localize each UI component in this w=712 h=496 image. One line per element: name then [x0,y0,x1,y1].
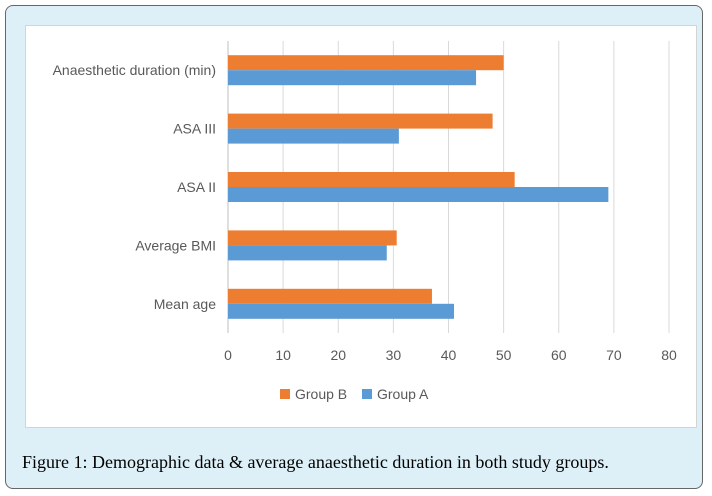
category-label-average-bmi: Average BMI [135,237,216,253]
bar-group-b-anaesthetic-duration-min [228,55,504,71]
bar-group-a-mean-age [228,303,455,319]
legend-swatch-group-a [362,389,372,399]
bar-group-a-anaesthetic-duration-min [228,70,477,86]
x-tick-label-20: 20 [330,347,346,363]
bar-group-a-average-bmi [228,245,387,261]
category-label-asa-iii: ASA III [173,121,216,137]
legend-label-group-a: Group A [377,386,429,402]
legend-label-group-b: Group B [295,386,347,402]
x-tick-label-0: 0 [224,347,232,363]
figure-caption: Figure 1: Demographic data & average ana… [22,452,609,472]
bar-group-a-asa-iii [228,128,399,144]
category-label-mean-age: Mean age [154,296,216,312]
bar-group-b-asa-ii [228,172,515,187]
chart-panel [25,25,697,428]
category-label-anaesthetic-duration-min: Anaesthetic duration (min) [53,62,216,78]
x-tick-label-10: 10 [275,347,291,363]
legend-swatch-group-b [280,389,290,399]
bar-group-b-mean-age [228,288,432,304]
x-tick-label-50: 50 [496,347,512,363]
x-tick-label-70: 70 [606,347,622,363]
category-label-asa-ii: ASA II [177,179,216,195]
x-tick-label-60: 60 [551,347,567,363]
figure-frame [5,5,703,489]
x-tick-label-80: 80 [661,347,677,363]
bar-group-b-asa-iii [228,113,493,129]
x-tick-label-40: 40 [441,347,457,363]
x-tick-label-30: 30 [386,347,402,363]
bar-group-a-asa-ii [228,187,609,202]
bar-group-b-average-bmi [228,230,397,246]
